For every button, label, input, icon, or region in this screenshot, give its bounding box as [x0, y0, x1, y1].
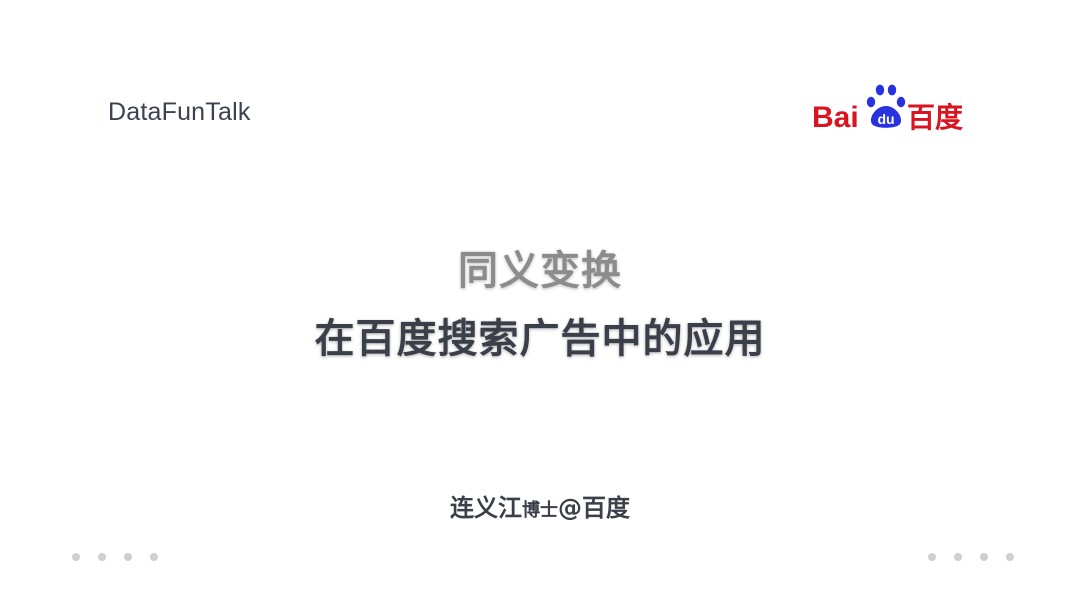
- dot-icon: [72, 553, 80, 561]
- title-line-1: 同义变换: [458, 248, 622, 294]
- baidu-logo-bai: Bai: [812, 101, 859, 134]
- author-affiliation: @百度: [558, 494, 630, 522]
- author-line: 连义江博士@百度: [0, 488, 1080, 523]
- dot-icon: [954, 553, 962, 561]
- dot-icon: [980, 553, 988, 561]
- dot-icon: [928, 553, 936, 561]
- dot-icon: [150, 553, 158, 561]
- datafuntalk-logo-text: DataFunTalk: [108, 98, 251, 126]
- author-name: 连义江: [450, 494, 522, 522]
- decorative-dots-left: [72, 553, 158, 561]
- author-title: 博士: [522, 500, 558, 521]
- title-line-2: 在百度搜索广告中的应用: [314, 316, 766, 362]
- dot-icon: [1006, 553, 1014, 561]
- dot-icon: [98, 553, 106, 561]
- baidu-logo-chinese: 百度: [907, 101, 963, 134]
- baidu-logo: Bai du 百度: [812, 80, 972, 136]
- dot-icon: [124, 553, 132, 561]
- baidu-logo-du: du: [877, 111, 894, 127]
- decorative-dots-right: [928, 553, 1014, 561]
